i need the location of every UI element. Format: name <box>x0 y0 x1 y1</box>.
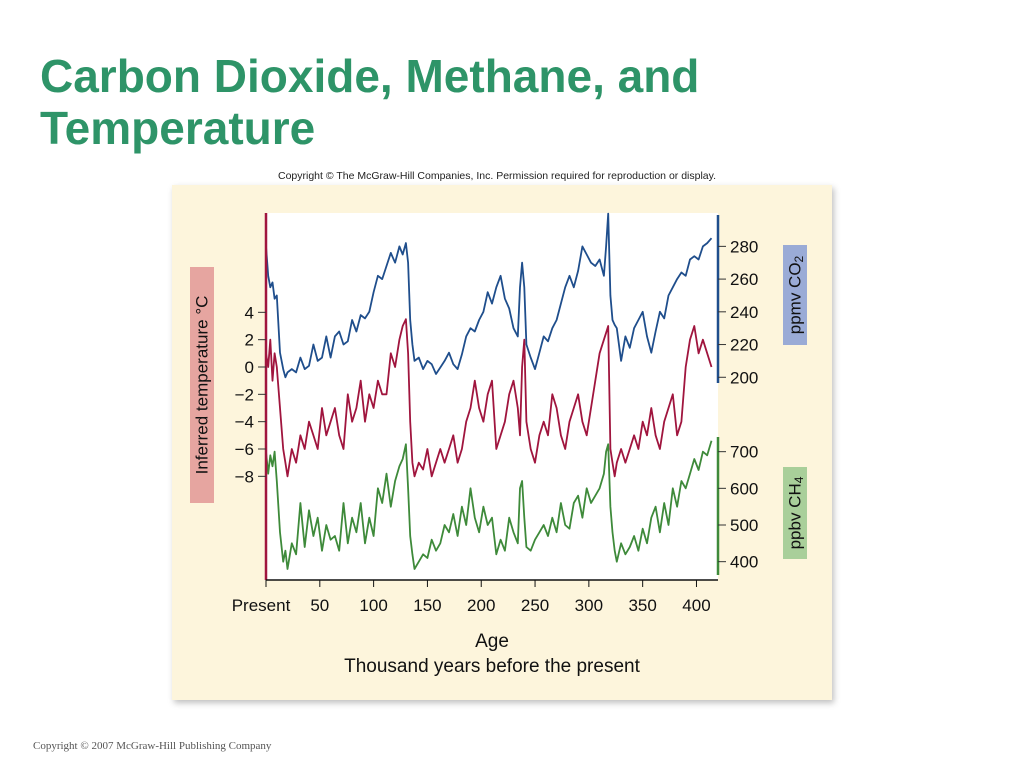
co2-axis-label-subscript: 2 <box>792 255 806 262</box>
temperature-series-line <box>265 318 713 478</box>
co2-series-line <box>265 212 713 379</box>
x-tick-label: 200 <box>467 596 495 615</box>
temperature-tick-label: −4 <box>235 413 254 432</box>
temperature-axis-label: Inferred temperature °C <box>193 296 212 475</box>
x-axis-sublabel: Thousand years before the present <box>344 656 640 677</box>
temperature-tick-label: −6 <box>235 440 254 459</box>
co2-tick-label: 220 <box>730 336 758 355</box>
ch4-axis-label-bg <box>783 467 807 559</box>
x-tick-label: 250 <box>521 596 549 615</box>
temperature-tick-label: 0 <box>245 358 254 377</box>
figure-frame: 4 2 0 −2 −4 −6 −8 Inferred temperature °C 200 220… <box>172 185 832 700</box>
co2-axis-label-bg <box>783 245 807 345</box>
slide-title-line-2: Temperature <box>40 102 316 154</box>
co2-tick-label: 260 <box>730 270 758 289</box>
x-tick-label: 50 <box>310 596 329 615</box>
co2-axis-label: ppmv CO2 <box>786 255 807 334</box>
x-tick-label: 150 <box>413 596 441 615</box>
co2-tick-label: 240 <box>730 303 758 322</box>
temperature-tick-label: 2 <box>245 331 254 350</box>
x-axis-label: Age <box>475 631 509 652</box>
ch4-tick-label: 500 <box>730 516 758 535</box>
temperature-tick-label: −2 <box>235 385 254 404</box>
ch4-axis-label: ppbv CH4 <box>786 476 807 549</box>
temperature-tick-label: 4 <box>245 303 254 322</box>
temperature-axis-label-bg <box>190 267 214 503</box>
co2-tick-label: 280 <box>730 237 758 256</box>
x-tick-label: Present <box>232 596 291 615</box>
x-tick-label: 350 <box>628 596 656 615</box>
ch4-series-line <box>265 440 713 570</box>
ch4-tick-label: 700 <box>730 443 758 462</box>
x-tick-label: 100 <box>359 596 387 615</box>
slide-title-line-1: Carbon Dioxide, Methane, and <box>40 50 700 102</box>
x-tick-label: 300 <box>575 596 603 615</box>
slide-title: Carbon Dioxide, Methane, and Temperature <box>40 50 699 154</box>
ch4-tick-label: 600 <box>730 479 758 498</box>
figure-copyright-notice: Copyright © The McGraw-Hill Companies, I… <box>278 170 717 182</box>
x-tick-label: 400 <box>682 596 710 615</box>
temperature-tick-label: −8 <box>235 467 254 486</box>
footer-copyright: Copyright © 2007 McGraw-Hill Publishing … <box>33 740 272 752</box>
co2-tick-label: 200 <box>730 368 758 387</box>
ch4-axis-label-subscript: 4 <box>792 476 806 483</box>
ch4-tick-label: 400 <box>730 553 758 572</box>
